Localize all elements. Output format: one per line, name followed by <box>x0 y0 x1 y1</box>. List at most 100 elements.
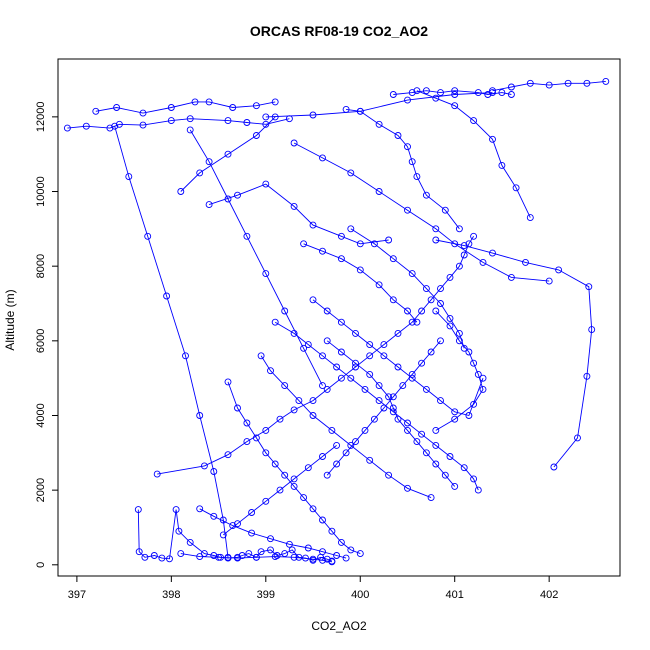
data-point <box>427 348 435 356</box>
x-tick-label: 398 <box>162 589 180 601</box>
data-point <box>304 341 312 349</box>
series-10 <box>186 126 326 390</box>
data-point <box>361 426 369 434</box>
data-point <box>451 91 459 98</box>
data-point <box>437 89 444 97</box>
data-point <box>347 441 355 449</box>
data-point <box>422 285 430 293</box>
data-point <box>319 453 326 460</box>
data-point <box>432 236 440 244</box>
data-point <box>394 415 402 423</box>
series-line <box>157 236 474 475</box>
series-line <box>95 101 276 114</box>
data-point <box>167 117 175 125</box>
data-point <box>437 300 444 307</box>
data-point <box>337 348 345 356</box>
series-14 <box>342 105 463 233</box>
data-point <box>470 359 478 367</box>
data-point <box>432 426 440 434</box>
data-point <box>276 415 284 423</box>
data-point <box>328 558 336 566</box>
data-point <box>550 463 558 471</box>
data-point <box>404 143 411 151</box>
data-point <box>470 475 478 483</box>
series-7 <box>92 98 279 117</box>
data-point <box>182 352 189 360</box>
data-point <box>271 553 279 561</box>
data-point <box>422 87 430 95</box>
data-point <box>309 412 317 419</box>
data-point <box>333 441 341 449</box>
data-point <box>474 89 482 97</box>
data-point <box>418 307 426 315</box>
data-point <box>394 363 402 371</box>
series-17 <box>489 77 610 95</box>
data-point <box>408 89 416 97</box>
data-point <box>139 121 147 129</box>
data-point <box>389 404 397 412</box>
data-point <box>234 520 241 528</box>
series-line <box>350 228 465 349</box>
series-line <box>416 90 531 218</box>
data-point <box>200 462 208 470</box>
data-point <box>205 201 213 209</box>
data-point <box>470 400 478 408</box>
data-point <box>196 169 204 177</box>
series-2 <box>224 378 364 558</box>
data-point <box>460 251 468 259</box>
data-point <box>288 546 296 554</box>
data-point <box>276 486 284 494</box>
series-1 <box>153 232 478 478</box>
series-line <box>137 509 333 562</box>
data-point <box>432 460 440 468</box>
data-point <box>389 393 397 401</box>
series-5 <box>257 352 435 502</box>
data-point <box>385 471 393 479</box>
data-point <box>290 202 298 210</box>
data-point <box>337 538 345 546</box>
data-point <box>347 546 355 554</box>
data-point <box>295 397 303 405</box>
y-tick-label: 12000 <box>35 102 47 133</box>
data-point <box>352 329 359 337</box>
data-point <box>125 173 133 181</box>
data-point <box>441 471 449 479</box>
data-point <box>262 426 270 434</box>
data-point <box>389 91 397 98</box>
data-point <box>356 266 364 274</box>
data-point <box>337 318 345 326</box>
data-point <box>252 434 260 442</box>
data-point <box>380 404 388 412</box>
plot-frame <box>57 58 621 577</box>
data-point <box>135 548 143 556</box>
data-point <box>166 555 173 563</box>
data-point <box>323 385 331 393</box>
data-point <box>281 307 289 315</box>
data-point <box>366 341 374 349</box>
data-point <box>229 104 237 111</box>
x-tick-label: 397 <box>68 589 86 601</box>
data-point <box>248 529 256 537</box>
data-point <box>455 329 463 337</box>
data-point <box>545 81 553 89</box>
data-point <box>460 344 468 352</box>
data-point <box>262 180 270 188</box>
data-point <box>309 221 317 229</box>
data-point <box>404 307 411 315</box>
data-point <box>489 249 496 257</box>
data-point <box>252 132 260 139</box>
data-point <box>319 352 326 360</box>
y-axis-label: Altitude (m) <box>3 289 17 350</box>
data-point <box>319 247 326 255</box>
data-point <box>588 326 596 334</box>
data-point <box>328 527 336 535</box>
series-line <box>223 445 337 536</box>
data-point <box>92 107 100 115</box>
data-point <box>262 449 270 457</box>
data-point <box>196 553 204 561</box>
data-point <box>248 509 256 516</box>
data-point <box>224 117 232 125</box>
data-point <box>252 553 260 561</box>
data-point <box>177 188 185 195</box>
data-point <box>507 273 515 281</box>
